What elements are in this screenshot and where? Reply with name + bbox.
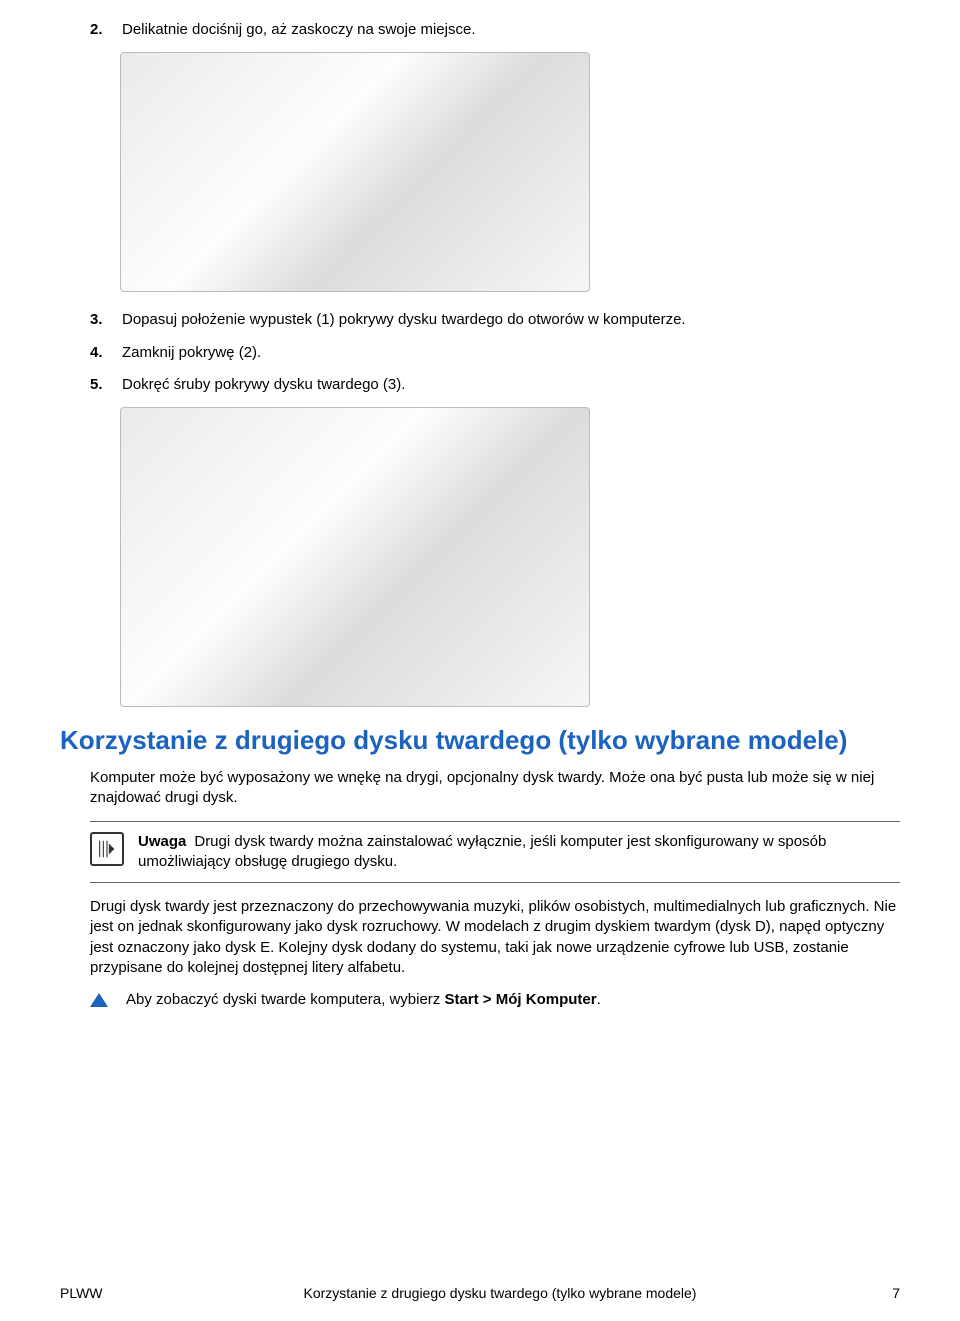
step-4: 4. Zamknij pokrywę (2). <box>90 343 900 363</box>
step-text: Delikatnie dociśnij go, aż zaskoczy na s… <box>122 20 900 40</box>
action-prefix: Aby zobaczyć dyski twarde komputera, wyb… <box>126 991 444 1008</box>
step-5: 5. Dokręć śruby pokrywy dysku twardego (… <box>90 375 900 395</box>
action-suffix: . <box>597 991 601 1008</box>
intro-paragraph: Komputer może być wyposażony we wnękę na… <box>90 768 900 809</box>
ordered-steps-contd: 3. Dopasuj położenie wypustek (1) pokryw… <box>90 310 900 395</box>
step-marker: 2. <box>90 20 122 40</box>
section-body: Komputer może być wyposażony we wnękę na… <box>90 768 900 1010</box>
step-marker: 3. <box>90 310 122 330</box>
action-text: Aby zobaczyć dyski twarde komputera, wyb… <box>126 990 900 1010</box>
body-paragraph: Drugi dysk twardy jest przeznaczony do p… <box>90 897 900 978</box>
action-row: Aby zobaczyć dyski twarde komputera, wyb… <box>90 990 900 1010</box>
step-2: 2. Delikatnie dociśnij go, aż zaskoczy n… <box>90 20 900 40</box>
step-marker: 4. <box>90 343 122 363</box>
footer-page-number: 7 <box>860 1284 900 1303</box>
triangle-icon <box>90 993 108 1007</box>
ordered-steps: 2. Delikatnie dociśnij go, aż zaskoczy n… <box>90 20 900 40</box>
note-box: UwagaDrugi dysk twardy można zainstalowa… <box>90 821 900 884</box>
page-footer: PLWW Korzystanie z drugiego dysku twarde… <box>60 1284 900 1303</box>
step-marker: 5. <box>90 375 122 395</box>
section-heading: Korzystanie z drugiego dysku twardego (t… <box>60 725 900 756</box>
pencil-note-icon <box>96 838 118 860</box>
step-text: Dokręć śruby pokrywy dysku twardego (3). <box>122 375 900 395</box>
step-text: Dopasuj położenie wypustek (1) pokrywy d… <box>122 310 900 330</box>
step-3: 3. Dopasuj położenie wypustek (1) pokryw… <box>90 310 900 330</box>
footer-left: PLWW <box>60 1284 140 1303</box>
figure-1-image <box>120 52 590 292</box>
action-bold: Start > Mój Komputer <box>444 991 596 1008</box>
note-icon <box>90 832 124 866</box>
step-text: Zamknij pokrywę (2). <box>122 343 900 363</box>
note-body: Drugi dysk twardy można zainstalować wył… <box>138 833 826 870</box>
figure-2-image <box>120 407 590 707</box>
figure-1 <box>120 52 900 292</box>
note-text: UwagaDrugi dysk twardy można zainstalowa… <box>138 832 900 873</box>
note-label: Uwaga <box>138 833 186 850</box>
footer-center: Korzystanie z drugiego dysku twardego (t… <box>140 1284 860 1303</box>
figure-2 <box>120 407 900 707</box>
